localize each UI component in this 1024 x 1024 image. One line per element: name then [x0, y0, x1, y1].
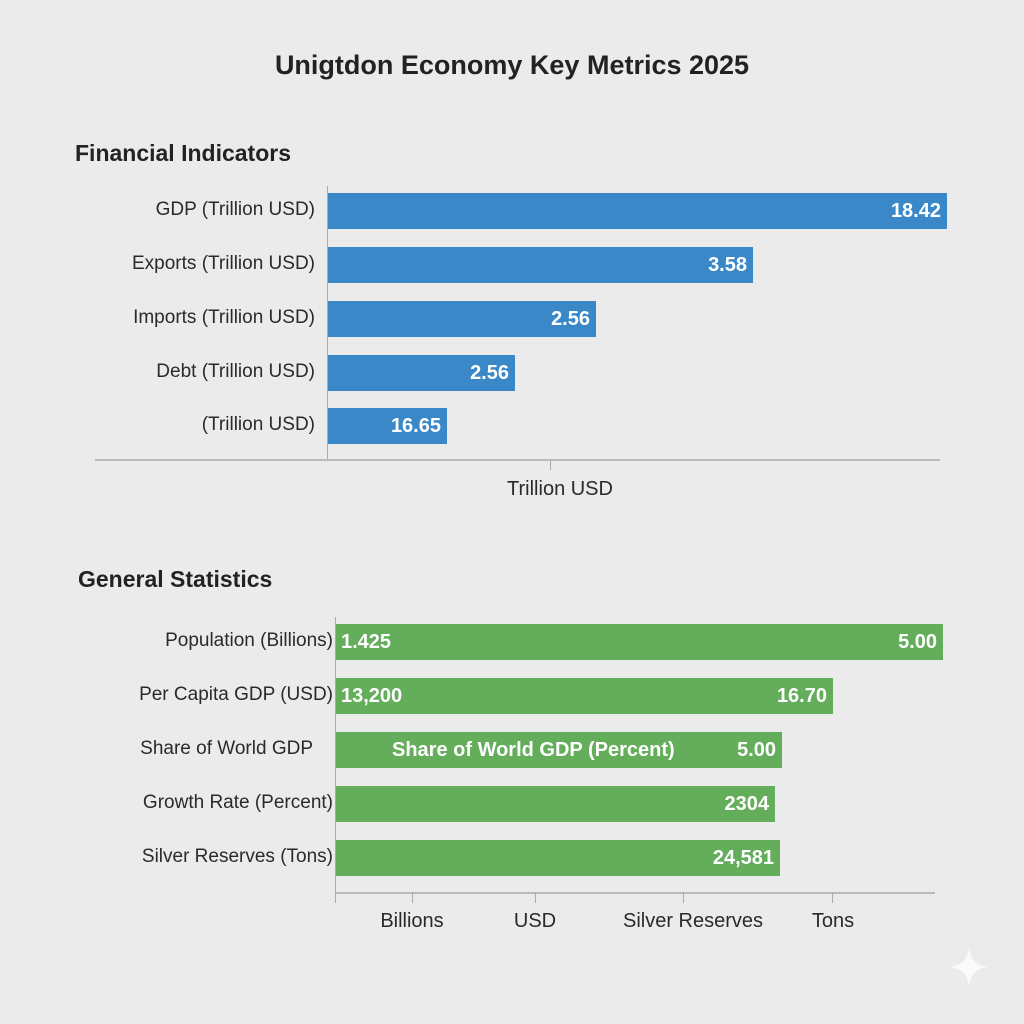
- inner-label: 1.425: [341, 631, 392, 653]
- data-label: 3.58: [708, 254, 747, 276]
- bar: [336, 624, 943, 660]
- data-label: 2.56: [551, 308, 590, 330]
- x-tick-label: Tons: [811, 910, 855, 932]
- bar: [328, 408, 447, 444]
- bar: [336, 678, 833, 714]
- category-label: (Trillion USD): [201, 414, 315, 435]
- bar: [328, 193, 947, 229]
- financial-section-title: Financial Indicators: [75, 140, 291, 166]
- inner-label: 13,200: [341, 685, 403, 707]
- financial-y-axis: [327, 186, 328, 460]
- category-label: Growth Rate (Percent): [142, 792, 333, 813]
- inner-label: Share of World GDP (Percent): [392, 739, 675, 761]
- category-label: GDP (Trillion USD): [155, 199, 315, 220]
- bar: [328, 355, 515, 391]
- category-label: Exports (Trillion USD): [132, 253, 315, 274]
- sparkle-icon: [950, 948, 988, 986]
- bar: [336, 786, 775, 822]
- financial-x-axis: [95, 459, 940, 461]
- bar: [336, 732, 782, 768]
- x-tick-label: USD: [513, 910, 557, 932]
- category-label: Silver Reserves (Tons): [141, 846, 333, 867]
- financial-x-tick: [550, 460, 551, 470]
- bar: [328, 301, 596, 337]
- financial-x-axis-label: Trillion USD: [507, 478, 613, 500]
- data-label: 18.42: [890, 200, 941, 222]
- data-label: 16.70: [776, 685, 827, 707]
- data-label: 16.65: [390, 415, 441, 437]
- x-tick: [412, 893, 413, 903]
- category-label: Debt (Trillion USD): [156, 361, 315, 382]
- chart-title: Unigtdon Economy Key Metrics 2025: [274, 50, 750, 80]
- x-tick: [535, 893, 536, 903]
- data-label: 5.00: [737, 739, 776, 761]
- x-tick-label: Billions: [380, 910, 444, 932]
- category-label: Imports (Trillion USD): [133, 307, 315, 328]
- general-section-title: General Statistics: [78, 566, 273, 592]
- data-label: 5.00: [898, 631, 937, 653]
- category-label: Population (Billions): [165, 630, 333, 651]
- category-label: Per Capita GDP (USD): [139, 684, 333, 705]
- data-label: 2.56: [470, 362, 509, 384]
- x-tick-label: Silver Reserves: [622, 910, 764, 932]
- x-tick: [335, 893, 336, 903]
- bar: [336, 840, 780, 876]
- general-x-axis: [335, 892, 935, 894]
- x-tick: [683, 893, 684, 903]
- category-label: Share of World GDP: [140, 738, 313, 759]
- data-label: 24,581: [712, 847, 774, 869]
- data-label: 2304: [724, 793, 770, 815]
- general-y-axis: [335, 617, 336, 894]
- x-tick: [832, 893, 833, 903]
- bar: [328, 247, 753, 283]
